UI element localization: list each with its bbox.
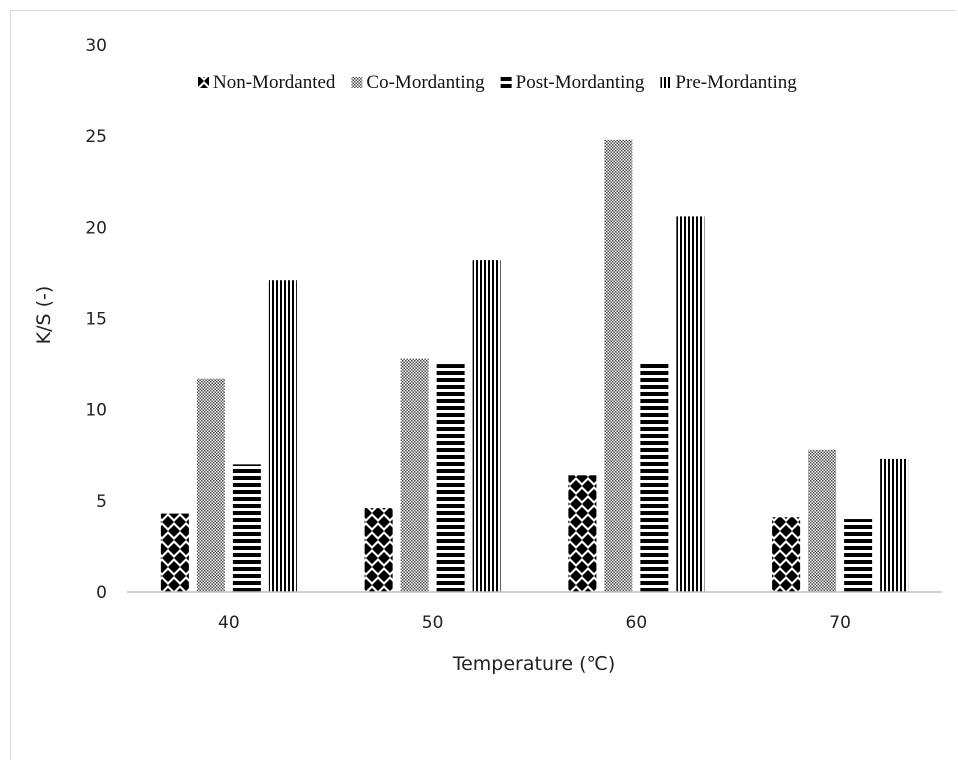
x-axis-title: Temperature (℃) <box>452 653 616 675</box>
bar-post-mordanting-60 <box>640 362 669 592</box>
bar-co-mordanting-50 <box>400 358 429 592</box>
x-tick-label: 40 <box>218 613 240 633</box>
chart-frame <box>10 10 956 760</box>
legend-label: Non-Mordanted <box>213 72 336 93</box>
bar-co-mordanting-60 <box>604 139 633 592</box>
bar-pre-mordanting-50 <box>472 260 501 592</box>
bar-non-mordanted-50 <box>364 508 393 592</box>
x-tick-label: 70 <box>829 613 851 633</box>
bars <box>160 139 909 593</box>
bar-non-mordanted-70 <box>772 517 801 592</box>
y-axis-ticks: 0 5 10 15 20 25 30 <box>85 36 107 603</box>
bar-co-mordanting-70 <box>808 449 837 592</box>
bar-post-mordanting-40 <box>232 464 261 592</box>
y-tick-label: 15 <box>85 310 107 330</box>
y-tick-label: 20 <box>85 218 107 238</box>
legend-label: Pre-Mordanting <box>675 72 797 93</box>
bar-post-mordanting-70 <box>844 519 873 592</box>
bar-non-mordanted-60 <box>568 475 597 592</box>
bar-non-mordanted-40 <box>160 513 189 592</box>
legend-label: Post-Mordanting <box>516 72 645 93</box>
legend-swatch-pre-mordanting <box>660 77 672 88</box>
bar-pre-mordanting-40 <box>268 280 297 592</box>
y-tick-label: 30 <box>85 36 107 56</box>
legend: Non-Mordanted Co-Mordanting Post-Mordantin… <box>198 72 797 93</box>
y-tick-label: 0 <box>96 583 107 603</box>
bar-pre-mordanting-70 <box>880 458 909 592</box>
legend-label: Co-Mordanting <box>366 72 485 93</box>
bar-pre-mordanting-60 <box>676 216 705 593</box>
legend-swatch-non-mordanted <box>198 77 209 88</box>
y-axis-title: K/S (-) <box>33 286 55 345</box>
x-tick-label: 60 <box>626 613 648 633</box>
legend-swatch-co-mordanting <box>351 77 363 88</box>
bar-post-mordanting-50 <box>436 364 465 592</box>
legend-swatch-post-mordanting <box>500 77 512 88</box>
bar-co-mordanting-40 <box>196 378 225 592</box>
x-axis-ticks: 40 50 60 70 <box>218 613 851 633</box>
y-tick-label: 10 <box>85 401 107 421</box>
y-tick-label: 5 <box>96 492 107 512</box>
x-tick-label: 50 <box>422 613 444 633</box>
y-tick-label: 25 <box>85 127 107 147</box>
